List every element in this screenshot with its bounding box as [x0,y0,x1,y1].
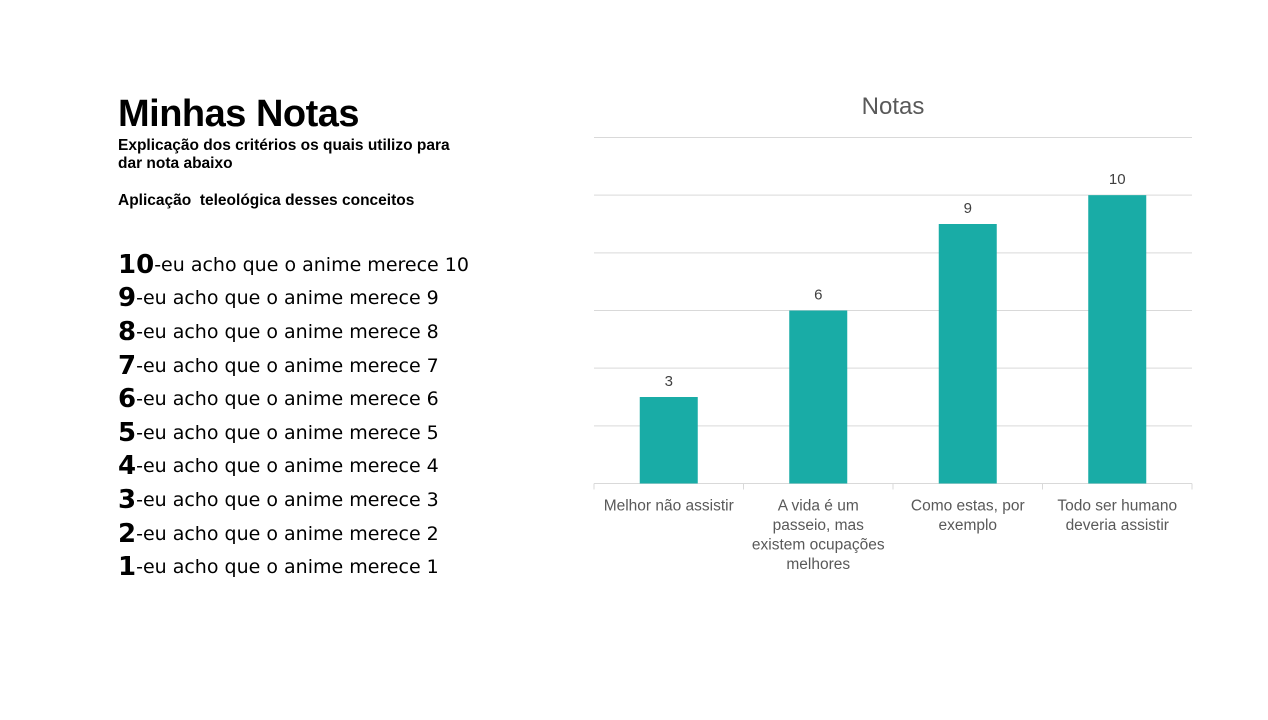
rating-scale-item: 5 -eu acho que o anime merece 5 [118,416,469,450]
rating-description: -eu acho que o anime merece 10 [154,253,469,276]
data-label: 3 [665,373,673,390]
bar [789,310,848,484]
rating-description: -eu acho que o anime merece 5 [136,421,439,444]
rating-number: 1 [118,552,137,583]
rating-description: -eu acho que o anime merece 4 [136,455,439,478]
rating-description: -eu acho que o anime merece 8 [136,320,439,343]
rating-description: -eu acho que o anime merece 7 [136,354,439,377]
rating-number: 6 [118,384,137,415]
rating-description: -eu acho que o anime merece 9 [136,287,439,310]
rating-scale-item: 7 -eu acho que o anime merece 7 [118,349,469,383]
rating-number: 10 [118,249,155,280]
category-label-line: deveria assistir [1066,517,1169,534]
rating-scale-list: 10 -eu acho que o anime merece 10 9 -eu ac… [118,248,469,584]
rating-scale-item: 8 -eu acho que o anime merece 8 [118,315,469,349]
rating-description: -eu acho que o anime merece 3 [136,488,439,511]
slide-title: Minhas Notas [118,93,360,135]
category-label: A vida é um passeio, mas existem ocupações… [752,498,885,574]
rating-number: 9 [118,283,137,314]
data-label: 10 [1109,171,1126,188]
rating-number: 3 [118,484,137,515]
category-label: Todo ser humano deveria assistir [1057,498,1177,535]
bar [938,224,997,484]
rating-number: 7 [118,350,137,381]
bar-chart-svg: Notas 3 Melhor não assistir 6 A vida é um pas… [593,93,1193,574]
notas-chart: Notas 3 Melhor não assistir 6 A vida é um pas… [560,80,1240,600]
rating-scale-item: 3 -eu acho que o anime merece 3 [118,483,469,517]
category-label-line: passeio, mas [773,517,865,534]
category-label: Melhor não assistir [604,498,734,515]
data-label: 9 [964,200,972,217]
rating-scale-item: 1 -eu acho que o anime merece 1 [118,550,469,584]
category-label-line: melhores [786,556,850,573]
rating-scale-item: 9 -eu acho que o anime merece 9 [118,282,469,316]
category-label-line: existem ocupações [752,537,885,554]
rating-scale-item: 2 -eu acho que o anime merece 2 [118,517,469,551]
category-label: Como estas, por exemplo [911,498,1025,535]
chart-title: Notas [862,93,925,120]
category-label-line: Melhor não assistir [604,498,734,515]
rating-description: -eu acho que o anime merece 6 [136,388,439,411]
category-label-line: Todo ser humano [1057,498,1177,515]
data-label: 6 [814,287,822,304]
rating-description: -eu acho que o anime merece 2 [136,522,439,545]
category-label-line: A vida é um [778,498,859,515]
rating-number: 2 [118,518,137,549]
rating-number: 5 [118,417,137,448]
slide-subtitle: Explicação dos critérios os quais utiliz… [118,137,450,172]
category-label-line: Como estas, por [911,498,1025,515]
rating-description: -eu acho que o anime merece 1 [136,556,439,579]
category-label-line: exemplo [938,517,997,534]
rating-scale-item: 10 -eu acho que o anime merece 10 [118,248,469,282]
rating-scale-item: 6 -eu acho que o anime merece 6 [118,382,469,416]
rating-scale-item: 4 -eu acho que o anime merece 4 [118,450,469,484]
bar [1088,195,1147,484]
slide-subtitle-secondary: Aplicação teleológica desses conceitos [118,192,415,209]
bar [639,397,698,484]
rating-number: 4 [118,451,137,482]
rating-number: 8 [118,316,137,347]
